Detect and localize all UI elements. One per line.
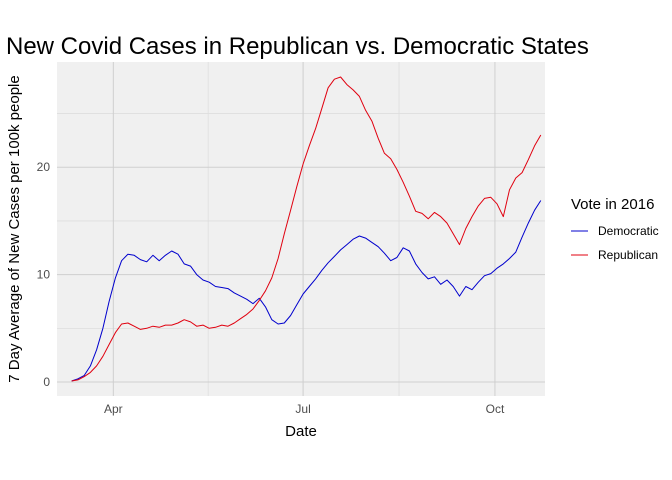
series-line-democratic xyxy=(71,200,542,382)
legend-label-republican: Republican xyxy=(598,248,658,262)
series-lines xyxy=(71,76,542,382)
y-tick-label: 20 xyxy=(37,160,51,174)
chart-title: New Covid Cases in Republican vs. Democr… xyxy=(6,33,589,60)
y-tick-label: 10 xyxy=(37,268,51,282)
x-tick-label: Oct xyxy=(486,402,505,416)
x-tick-label: Jul xyxy=(295,402,310,416)
y-axis-title: 7 Day Average of New Cases per 100k peop… xyxy=(6,75,23,382)
legend-items: Democratic Republican xyxy=(571,224,659,262)
x-axis-title: Date xyxy=(285,423,317,440)
y-axis-ticks: 0 10 20 xyxy=(37,160,51,389)
plot-panel xyxy=(57,62,545,396)
minor-gridlines xyxy=(57,62,545,396)
y-tick-label: 0 xyxy=(43,375,50,389)
legend-label-democratic: Democratic xyxy=(598,224,659,238)
major-gridlines xyxy=(57,62,545,396)
legend-title: Vote in 2016 xyxy=(571,196,654,213)
x-axis-ticks: Apr Jul Oct xyxy=(104,402,505,416)
legend: Vote in 2016 Democratic Republican xyxy=(571,196,659,262)
x-tick-label: Apr xyxy=(104,402,123,416)
series-line-republican xyxy=(71,76,542,382)
